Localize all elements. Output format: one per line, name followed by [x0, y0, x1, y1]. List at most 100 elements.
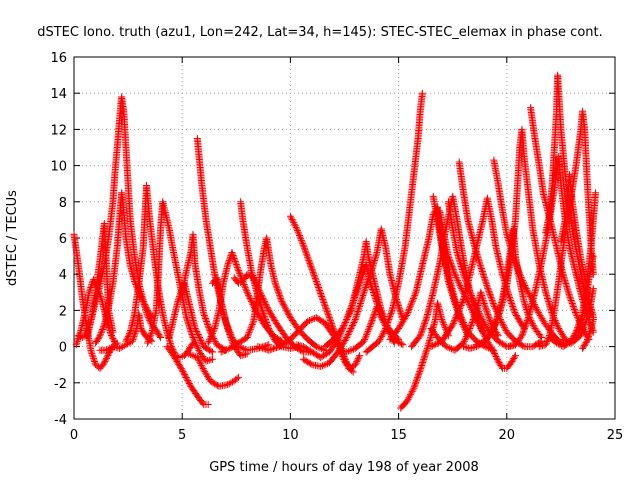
- data-marker: [303, 249, 310, 256]
- data-marker: [363, 331, 370, 338]
- data-marker: [468, 322, 475, 329]
- data-marker: [412, 290, 419, 297]
- data-marker: [421, 320, 428, 327]
- data-marker: [304, 252, 311, 259]
- series-track: [185, 350, 242, 390]
- data-marker: [419, 325, 426, 332]
- data-marker: [274, 286, 281, 293]
- data-marker: [236, 269, 243, 276]
- data-marker: [205, 323, 212, 330]
- data-marker: [86, 287, 93, 294]
- data-marker: [295, 230, 302, 237]
- data-point: [438, 316, 445, 323]
- data-marker: [412, 380, 419, 387]
- data-marker: [485, 314, 492, 321]
- data-marker: [355, 306, 362, 313]
- data-marker: [233, 263, 240, 270]
- y-tick-label: 14: [50, 87, 67, 102]
- y-tick-label: -4: [54, 413, 67, 428]
- data-marker: [315, 284, 322, 291]
- data-marker: [313, 279, 320, 286]
- data-marker: [364, 328, 371, 335]
- series-track: [194, 135, 251, 359]
- data-marker: [310, 270, 317, 277]
- data-marker: [353, 313, 360, 320]
- data-marker: [203, 317, 210, 324]
- data-marker: [309, 267, 316, 274]
- data-marker: [483, 306, 490, 313]
- data-point: [300, 242, 307, 249]
- y-tick-label: 10: [50, 160, 67, 175]
- data-marker: [353, 311, 360, 318]
- data-marker: [274, 287, 281, 294]
- data-marker: [416, 370, 423, 377]
- data-point: [360, 289, 367, 296]
- data-marker: [388, 310, 395, 317]
- data-marker: [310, 269, 317, 276]
- data-marker: [489, 297, 496, 304]
- data-marker: [203, 318, 210, 325]
- data-marker: [249, 321, 256, 328]
- data-marker: [307, 263, 314, 270]
- data-marker: [354, 308, 361, 315]
- data-marker: [90, 355, 97, 362]
- data-marker: [307, 261, 314, 268]
- data-marker: [314, 281, 321, 288]
- data-marker: [450, 268, 457, 275]
- data-marker: [486, 289, 493, 296]
- data-point: [224, 262, 231, 269]
- data-marker: [360, 290, 367, 297]
- data-marker: [406, 304, 413, 311]
- data-marker: [201, 312, 208, 319]
- data-marker: [306, 258, 313, 265]
- data-marker: [362, 286, 369, 293]
- data-marker: [317, 288, 324, 295]
- chart-title: dSTEC Iono. truth (azu1, Lon=242, Lat=34…: [37, 25, 603, 40]
- data-marker: [388, 308, 395, 315]
- data-marker: [300, 243, 307, 250]
- data-marker: [421, 322, 428, 329]
- data-marker: [387, 311, 394, 318]
- data-marker: [277, 293, 284, 300]
- data-marker: [323, 307, 330, 314]
- data-marker: [366, 325, 373, 332]
- data-marker: [233, 261, 240, 268]
- data-marker: [319, 295, 326, 302]
- data-marker: [369, 315, 376, 322]
- data-marker: [99, 326, 106, 333]
- data-marker: [358, 295, 365, 302]
- data-marker: [316, 287, 323, 294]
- x-tick-label: 15: [390, 428, 407, 443]
- data-marker: [483, 308, 490, 315]
- data-marker: [308, 264, 315, 271]
- data-marker: [320, 299, 327, 306]
- data-marker: [356, 303, 363, 310]
- data-marker: [482, 305, 489, 312]
- data-marker: [309, 266, 316, 273]
- data-marker: [410, 295, 417, 302]
- data-marker: [439, 318, 446, 325]
- data-marker: [98, 328, 105, 335]
- data-marker: [247, 326, 254, 333]
- data-marker: [416, 368, 423, 375]
- data-marker: [386, 314, 393, 321]
- data-marker: [305, 257, 312, 264]
- data-marker: [509, 303, 516, 310]
- data-marker: [323, 305, 330, 312]
- data-marker: [314, 282, 321, 289]
- x-tick-label: 20: [499, 428, 516, 443]
- data-marker: [236, 270, 243, 277]
- data-marker: [386, 313, 393, 320]
- data-marker: [357, 298, 364, 305]
- data-marker: [362, 333, 369, 340]
- y-tick-label: 12: [50, 123, 67, 138]
- data-marker: [225, 260, 232, 267]
- data-marker: [325, 313, 332, 320]
- data-marker: [409, 297, 416, 304]
- data-marker: [485, 286, 492, 293]
- data-marker: [318, 293, 325, 300]
- data-point: [272, 280, 279, 287]
- data-marker: [246, 329, 253, 336]
- data-marker: [318, 292, 325, 299]
